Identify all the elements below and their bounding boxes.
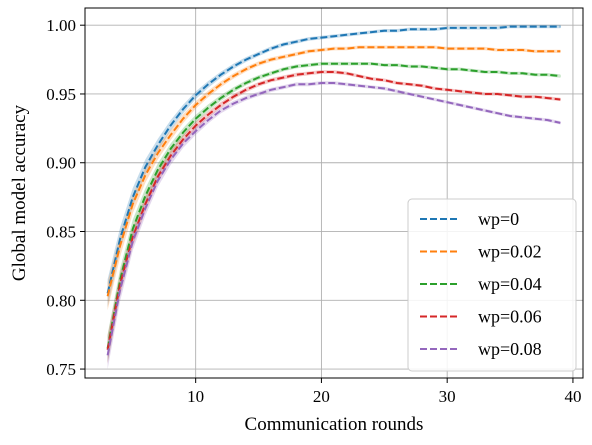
x-axis-ticks: 10 20 30 40	[187, 378, 581, 406]
series-line	[106, 71, 561, 350]
x-tick-label: 20	[313, 387, 330, 406]
series-line	[106, 25, 561, 294]
series-line	[106, 62, 561, 349]
y-axis-ticks: 0.75 0.80 0.85 0.90 0.95 1.00	[46, 16, 85, 379]
series-line	[106, 46, 561, 297]
series-line	[106, 82, 561, 356]
legend-box	[407, 198, 577, 372]
legend-label: wp=0	[478, 209, 519, 229]
plot-frame	[84, 7, 584, 379]
legend-label: wp=0.06	[478, 307, 542, 327]
x-tick-label: 10	[187, 387, 204, 406]
legend-label: wp=0.04	[478, 274, 542, 294]
legend-label: wp=0.02	[478, 242, 542, 262]
y-tick-label: 0.85	[46, 223, 76, 242]
y-tick-label: 0.90	[46, 154, 76, 173]
x-tick-label: 40	[564, 387, 581, 406]
legend-label: wp=0.08	[478, 339, 542, 359]
x-axis-title: Communication rounds	[245, 414, 424, 435]
y-tick-label: 0.95	[46, 85, 76, 104]
y-axis-title: Global model accuracy	[9, 104, 30, 281]
legend: wp=0 wp=0.02 wp=0.04 wp=0.06 wp=0.08	[407, 198, 577, 372]
y-tick-label: 1.00	[46, 16, 76, 35]
x-tick-label: 30	[439, 387, 456, 406]
y-tick-label: 0.75	[46, 360, 76, 379]
y-tick-label: 0.80	[46, 291, 76, 310]
series-lines	[106, 25, 561, 356]
